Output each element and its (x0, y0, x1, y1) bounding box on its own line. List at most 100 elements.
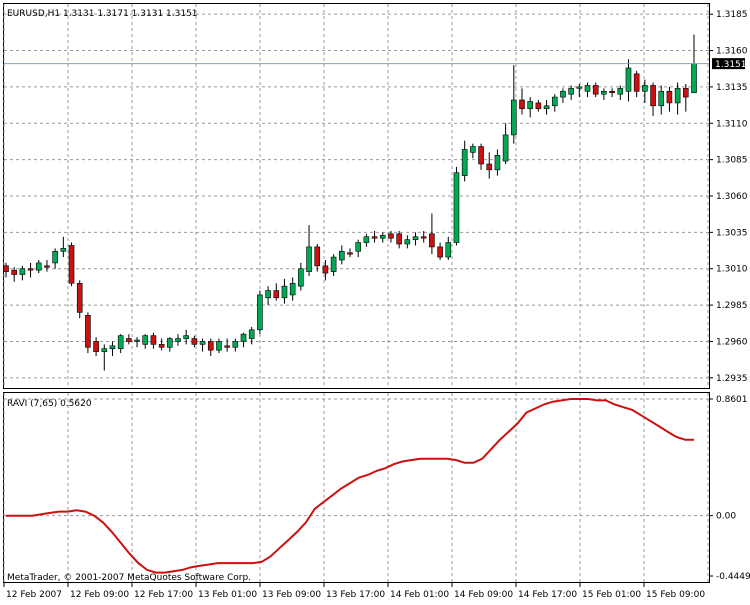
candle (52, 248, 58, 269)
price-tick-label: 1.3160 (716, 47, 748, 57)
candle (568, 85, 574, 100)
candle (543, 100, 550, 115)
candle (199, 338, 206, 352)
candle (109, 341, 116, 356)
price-tick-label: 1.3060 (716, 192, 748, 202)
candle (445, 236, 452, 260)
candle (478, 143, 484, 170)
candle (68, 242, 75, 287)
candle (511, 65, 517, 144)
candle (183, 329, 189, 345)
time-tick-label: 15 Feb 09:00 (646, 590, 705, 600)
candle (76, 280, 83, 319)
candle (289, 277, 296, 301)
candle (298, 262, 304, 291)
candle (404, 235, 411, 249)
candle (535, 100, 542, 112)
price-tick-label: 1.3135 (716, 83, 748, 93)
candle (486, 152, 493, 179)
candle (666, 86, 673, 112)
candle (158, 338, 165, 351)
price-panel[interactable] (3, 3, 710, 389)
candle (396, 230, 402, 249)
candle (519, 88, 525, 115)
price-tick-label: 1.3085 (716, 156, 748, 166)
candle (175, 334, 181, 346)
time-tick-label: 14 Feb 09:00 (454, 590, 513, 600)
candle (257, 290, 263, 335)
time-tick-label: 15 Feb 01:00 (582, 590, 641, 600)
candle (11, 267, 17, 282)
candle (240, 332, 247, 348)
candle (85, 312, 91, 354)
time-tick-label: 12 Feb 09:00 (70, 590, 129, 600)
candle (609, 88, 615, 98)
candle (388, 230, 394, 243)
candle (379, 232, 386, 243)
candle (117, 334, 124, 354)
candle (44, 260, 50, 272)
time-tick-label: 12 Feb 2007 (6, 590, 62, 600)
candle (306, 225, 312, 276)
time-tick-label: 13 Feb 17:00 (326, 590, 385, 600)
candle (592, 82, 599, 98)
indicator-tick-label: -0.4449 (716, 572, 750, 582)
candle (265, 286, 271, 306)
candle (576, 84, 583, 98)
price-tick-label: 1.2985 (716, 301, 748, 311)
candle (617, 85, 624, 100)
candle (101, 344, 108, 371)
candle (658, 85, 665, 115)
candle (355, 239, 361, 258)
candle (633, 70, 640, 98)
candle (216, 338, 222, 354)
candle (625, 59, 632, 102)
candle (429, 213, 435, 255)
candle (322, 260, 329, 281)
candle (584, 82, 591, 98)
candle (281, 278, 288, 304)
candle (371, 230, 378, 243)
candle (134, 337, 140, 348)
candle (551, 94, 558, 112)
candle (93, 337, 99, 356)
candle (273, 283, 280, 301)
candle (502, 123, 509, 164)
candle (674, 82, 681, 115)
ravi-line (6, 398, 694, 574)
current-price-marker: 1.3151 (712, 58, 747, 70)
candle (437, 242, 443, 260)
candle (191, 335, 198, 348)
price-tick-label: 1.2960 (716, 337, 748, 347)
candle (470, 143, 476, 159)
candle (412, 232, 419, 246)
candle (3, 262, 9, 278)
candle (347, 248, 353, 258)
candle (494, 149, 501, 176)
candle (167, 337, 173, 352)
price-tick-label: 1.2935 (716, 374, 748, 384)
time-tick-label: 13 Feb 01:00 (198, 590, 257, 600)
price-tick-label: 1.3110 (716, 119, 748, 129)
candle (642, 79, 648, 103)
indicator-axis: 0.8601 0.00 -0.4449 (709, 395, 750, 582)
candle (420, 230, 427, 243)
current-price-label: 1.3151 (715, 60, 747, 70)
candle (232, 338, 239, 352)
price-tick-label: 1.3035 (716, 228, 748, 238)
time-tick-label: 13 Feb 09:00 (262, 590, 321, 600)
candle (150, 332, 157, 349)
candle (142, 334, 149, 349)
candle (126, 334, 132, 345)
candle (363, 233, 370, 247)
candle (248, 326, 255, 345)
candle (339, 245, 345, 265)
indicator-tick-label: 0.8601 (716, 395, 748, 405)
indicator-panel[interactable] (3, 392, 710, 583)
indicator-tick-label: 0.00 (716, 512, 736, 522)
candle (650, 82, 656, 116)
candle (560, 88, 566, 103)
candle (60, 236, 67, 258)
footer-copyright: MetaTrader, © 2001-2007 MetaQuotes Softw… (7, 573, 251, 583)
